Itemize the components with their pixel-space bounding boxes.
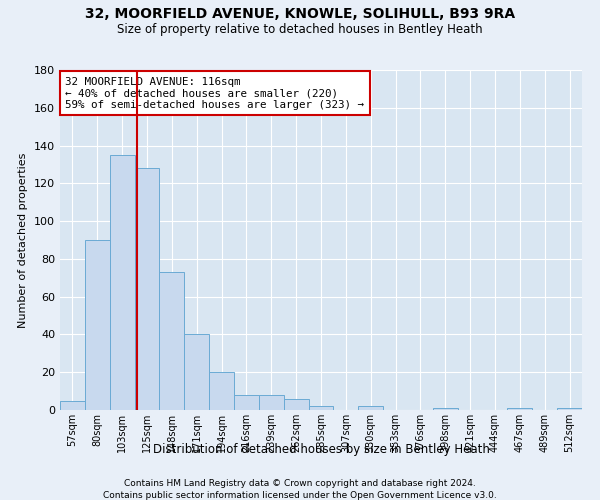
Bar	[308, 406, 334, 410]
Bar	[284, 398, 308, 410]
Text: 32, MOORFIELD AVENUE, KNOWLE, SOLIHULL, B93 9RA: 32, MOORFIELD AVENUE, KNOWLE, SOLIHULL, …	[85, 8, 515, 22]
Bar	[259, 395, 284, 410]
Bar	[433, 408, 458, 410]
Bar	[85, 240, 110, 410]
Bar	[184, 334, 209, 410]
Bar	[234, 395, 259, 410]
Text: 32 MOORFIELD AVENUE: 116sqm
← 40% of detached houses are smaller (220)
59% of se: 32 MOORFIELD AVENUE: 116sqm ← 40% of det…	[65, 77, 364, 110]
Bar	[60, 400, 85, 410]
Bar	[508, 408, 532, 410]
Text: Distribution of detached houses by size in Bentley Heath: Distribution of detached houses by size …	[152, 442, 490, 456]
Bar	[160, 272, 184, 410]
Text: Contains HM Land Registry data © Crown copyright and database right 2024.: Contains HM Land Registry data © Crown c…	[124, 479, 476, 488]
Bar	[557, 408, 582, 410]
Bar	[134, 168, 160, 410]
Y-axis label: Number of detached properties: Number of detached properties	[19, 152, 28, 328]
Bar	[358, 406, 383, 410]
Bar	[209, 372, 234, 410]
Bar	[110, 155, 134, 410]
Text: Size of property relative to detached houses in Bentley Heath: Size of property relative to detached ho…	[117, 22, 483, 36]
Text: Contains public sector information licensed under the Open Government Licence v3: Contains public sector information licen…	[103, 491, 497, 500]
